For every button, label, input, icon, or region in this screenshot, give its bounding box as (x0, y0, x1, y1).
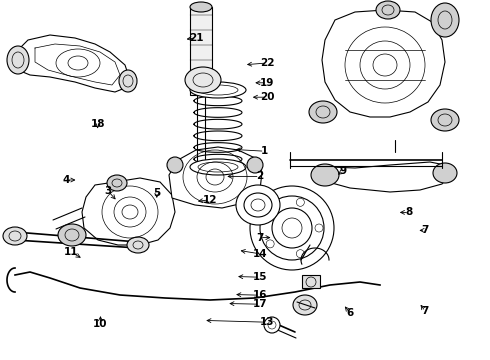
Ellipse shape (3, 227, 27, 245)
Text: 20: 20 (260, 92, 274, 102)
Polygon shape (322, 10, 445, 117)
Polygon shape (169, 147, 262, 208)
Text: 18: 18 (91, 119, 105, 129)
Text: 12: 12 (202, 195, 217, 205)
Ellipse shape (247, 157, 263, 173)
Text: 11: 11 (64, 247, 78, 257)
Text: 7: 7 (421, 306, 429, 316)
Ellipse shape (190, 2, 212, 12)
Text: 1: 1 (261, 146, 268, 156)
Ellipse shape (431, 3, 459, 37)
Ellipse shape (376, 1, 400, 19)
Ellipse shape (236, 185, 280, 225)
Ellipse shape (190, 159, 246, 175)
Text: 3: 3 (104, 186, 111, 196)
Ellipse shape (309, 101, 337, 123)
Text: 6: 6 (347, 308, 354, 318)
Bar (190, 7, 212, 95)
Text: 8: 8 (406, 207, 413, 217)
Polygon shape (82, 178, 175, 245)
Text: 4: 4 (62, 175, 70, 185)
Text: 9: 9 (340, 166, 346, 176)
Ellipse shape (58, 224, 86, 246)
Ellipse shape (7, 46, 29, 74)
Ellipse shape (167, 157, 183, 173)
Ellipse shape (250, 186, 334, 270)
Ellipse shape (107, 175, 127, 191)
Ellipse shape (185, 67, 221, 93)
Ellipse shape (190, 82, 246, 98)
Polygon shape (15, 35, 130, 92)
Text: 22: 22 (260, 58, 274, 68)
Text: 5: 5 (153, 188, 160, 198)
Text: 21: 21 (189, 33, 203, 43)
Ellipse shape (119, 70, 137, 92)
Text: 16: 16 (252, 290, 267, 300)
Text: 7: 7 (421, 225, 429, 235)
Text: 10: 10 (93, 319, 108, 329)
Ellipse shape (433, 163, 457, 183)
Text: 13: 13 (260, 317, 274, 327)
Ellipse shape (431, 109, 459, 131)
Text: 7: 7 (256, 233, 264, 243)
Text: 14: 14 (252, 249, 267, 259)
Text: 17: 17 (252, 299, 267, 309)
Text: 15: 15 (252, 272, 267, 282)
Ellipse shape (293, 295, 317, 315)
Text: 2: 2 (256, 171, 263, 181)
Text: 19: 19 (260, 78, 274, 88)
Polygon shape (322, 162, 450, 192)
Ellipse shape (264, 317, 280, 333)
Ellipse shape (311, 164, 339, 186)
Ellipse shape (127, 237, 149, 253)
Bar (302, 275, 320, 288)
